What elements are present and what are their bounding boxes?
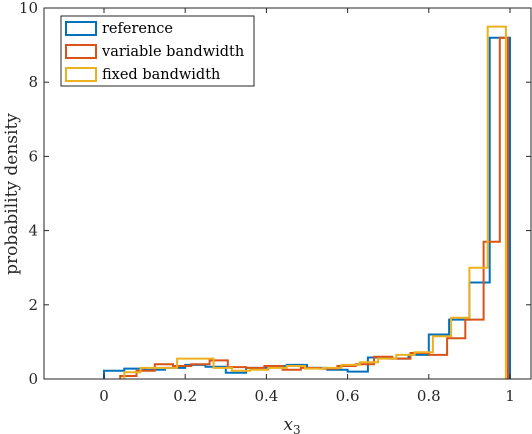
y-tick-label: 8 xyxy=(28,73,38,91)
legend-swatch xyxy=(65,21,97,36)
y-tick-label: 2 xyxy=(28,296,38,314)
y-tick-label: 10 xyxy=(19,0,38,17)
legend-label: fixed bandwidth xyxy=(102,67,220,83)
plot-frame xyxy=(43,7,532,380)
series-line-reference xyxy=(103,36,511,379)
legend-label: variable bandwidth xyxy=(101,44,244,60)
x-tick-label: 0.6 xyxy=(336,387,360,405)
x-tick-label: 1 xyxy=(505,387,515,405)
x-axis-label: x3 xyxy=(283,415,300,434)
x-tick-label: 0.4 xyxy=(254,387,278,405)
x-tick-label: 0.2 xyxy=(173,387,197,405)
x-tick-label: 0.8 xyxy=(417,387,441,405)
legend-swatch xyxy=(65,44,97,59)
y-axis-label: probability density xyxy=(2,113,22,275)
x-tick-label: 0 xyxy=(99,387,109,405)
legend-box xyxy=(60,15,255,87)
y-tick-label: 0 xyxy=(28,370,38,388)
legend-label: reference xyxy=(102,21,173,37)
legend-swatch xyxy=(65,67,97,82)
series-line-fixed-bandwidth xyxy=(123,25,507,379)
y-tick-label: 6 xyxy=(28,147,38,165)
series-layer xyxy=(103,25,511,379)
legend: reference variable bandwidth fixed bandwid… xyxy=(60,15,255,87)
y-tick-label: 4 xyxy=(28,222,38,240)
